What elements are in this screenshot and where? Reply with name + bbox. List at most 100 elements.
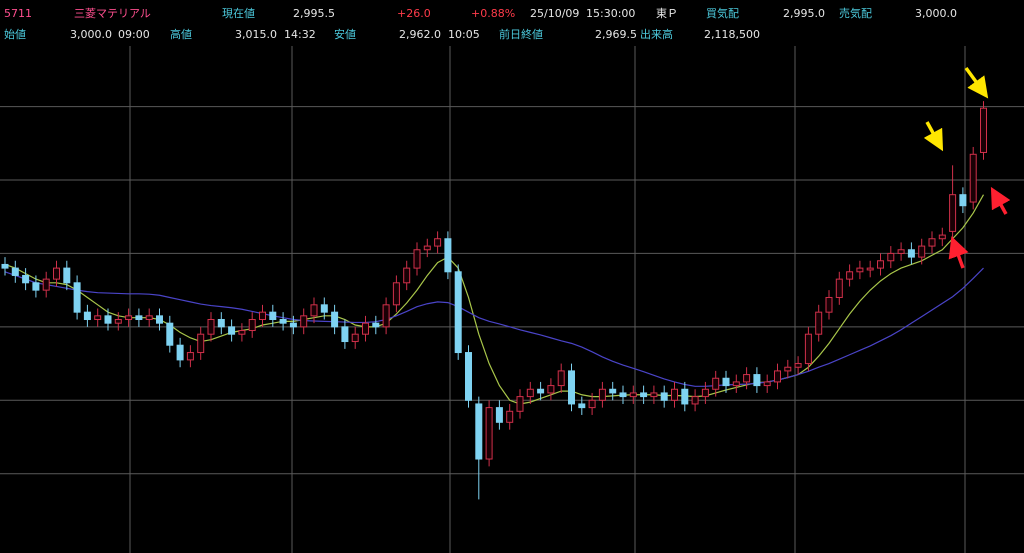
candle-body xyxy=(938,234,946,240)
candle-body xyxy=(217,319,225,328)
candle-body xyxy=(959,194,967,207)
value: 3,000.0 xyxy=(915,7,957,20)
candle-body xyxy=(897,249,905,254)
candle-body xyxy=(907,249,915,258)
candle-body xyxy=(42,278,50,291)
arrow xyxy=(990,186,1011,215)
label: 前日終値 xyxy=(499,27,543,41)
value: 2,118,500 xyxy=(704,28,760,41)
candle-body xyxy=(825,296,833,313)
candle-body xyxy=(83,311,91,321)
name: 三菱マテリアル xyxy=(74,7,151,20)
candle-body xyxy=(279,319,287,324)
market: 東Ｐ xyxy=(656,7,678,20)
date-grid xyxy=(129,46,966,553)
candle-body xyxy=(537,388,545,394)
time: 15:30:00 xyxy=(586,7,635,20)
label: 始値 xyxy=(4,27,26,41)
candle-body xyxy=(526,388,534,398)
candle-body xyxy=(351,333,359,343)
label: 高値 xyxy=(170,27,192,41)
candle-body xyxy=(63,267,71,284)
candle-body xyxy=(557,370,565,387)
candle-body xyxy=(660,392,668,401)
candle-body xyxy=(722,377,730,387)
date: 25/10/09 xyxy=(530,7,579,20)
label: 売気配 xyxy=(839,6,872,20)
candle-body xyxy=(289,322,297,328)
label: 出来高 xyxy=(640,27,673,41)
candle-body xyxy=(701,388,709,398)
time: 09:00 xyxy=(118,28,150,41)
plot xyxy=(0,101,1024,500)
candle-body xyxy=(804,333,812,365)
arrow xyxy=(948,236,969,269)
label: 現在値 xyxy=(222,7,255,20)
candle-body xyxy=(444,238,452,273)
candle-body xyxy=(598,388,606,401)
candle-body xyxy=(774,370,781,383)
candle-body xyxy=(918,245,926,258)
candle-body xyxy=(763,381,771,387)
candle-body xyxy=(732,381,740,387)
time: 10:05 xyxy=(448,28,480,41)
label: 安値 xyxy=(334,27,356,41)
candle-body xyxy=(516,396,524,412)
candle-body xyxy=(197,333,205,354)
candle-body xyxy=(125,315,133,321)
candle-body xyxy=(166,322,174,346)
candle-body xyxy=(877,260,884,269)
candle-body xyxy=(392,282,400,306)
candle-body xyxy=(969,153,977,203)
candle-body xyxy=(259,311,266,321)
candle-body xyxy=(382,304,390,328)
candle-body xyxy=(22,274,30,284)
value: 3,015.0 xyxy=(235,28,277,41)
candle-body xyxy=(53,267,60,280)
label: 買気配 xyxy=(706,6,739,20)
change-pct: +0.88% xyxy=(471,7,515,20)
candle-body xyxy=(650,392,658,398)
candle-body xyxy=(712,377,720,390)
change: +26.0 xyxy=(397,7,431,20)
annotations xyxy=(923,66,1011,269)
candle-body xyxy=(186,352,194,361)
candle-body xyxy=(928,238,936,247)
candle-body xyxy=(846,271,854,280)
candle-body xyxy=(104,315,112,324)
candle-body xyxy=(228,326,236,335)
moving-average xyxy=(4,267,984,387)
time: 14:32 xyxy=(284,28,316,41)
candle-body xyxy=(372,322,380,328)
candle-body xyxy=(156,315,163,324)
candle-body xyxy=(94,315,102,321)
candle-body xyxy=(547,385,555,394)
candle-body xyxy=(640,392,648,398)
value: 2,995.5 xyxy=(293,7,335,20)
candle-body xyxy=(248,319,256,332)
candle-body xyxy=(114,319,122,324)
candle-body xyxy=(11,267,19,276)
value: 3,000.0 xyxy=(70,28,112,41)
candle-body xyxy=(866,267,874,271)
arrow xyxy=(923,121,944,152)
candle-body xyxy=(269,311,277,321)
arrow xyxy=(964,66,989,99)
candle-body xyxy=(32,282,40,291)
candle-body xyxy=(980,107,987,153)
candle-body xyxy=(609,388,617,394)
candle-body xyxy=(568,370,575,405)
candle-body xyxy=(887,252,895,262)
candle-body xyxy=(413,249,421,269)
candle-body xyxy=(588,399,596,409)
candle-body xyxy=(434,238,442,247)
candle-body xyxy=(1,263,9,269)
candle-body xyxy=(506,410,514,423)
code: 5711 xyxy=(4,7,32,20)
candle-body xyxy=(310,304,318,317)
candle-body xyxy=(320,304,328,313)
candle-body xyxy=(485,407,493,460)
candle-body xyxy=(949,194,957,232)
candle-body xyxy=(403,267,411,284)
candle-body xyxy=(495,407,503,423)
